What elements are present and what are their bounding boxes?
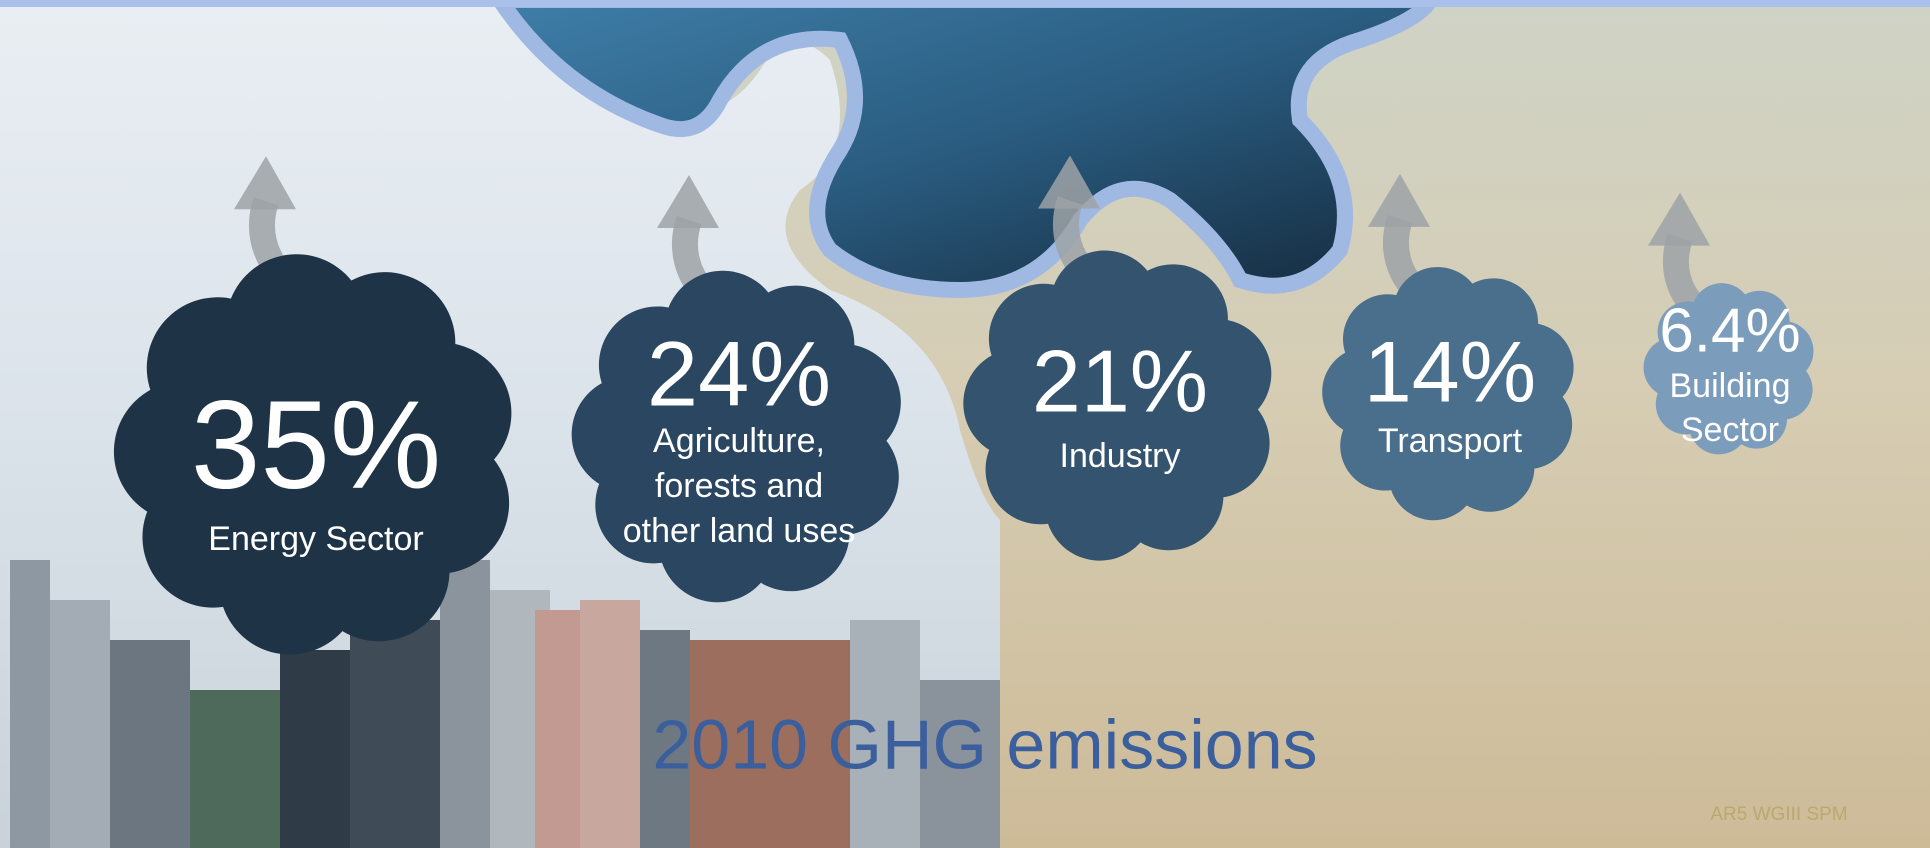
value-label: 6.4% [1659,296,1800,365]
category-label: Sector [1681,411,1779,449]
source-label: AR5 WGIII SPM [1710,804,1847,825]
category-label: Agriculture, [653,422,825,460]
category-label: Transport [1378,422,1523,460]
category-label: Energy Sector [208,520,423,558]
infographic: 35% Energy Sector 24%Agriculture, forests a… [0,0,1930,848]
chart-title: 2010 GHG emissions [652,705,1317,783]
category-label: Industry [1060,437,1181,475]
value-label: 21% [1032,331,1208,430]
category-label: forests and [655,467,823,505]
top-border [0,0,1930,7]
value-label: 35% [191,376,441,515]
category-label: Building [1670,367,1791,405]
value-label: 14% [1364,325,1536,421]
value-label: 24% [647,323,831,425]
page: {"chart_data": { "type": "bubble", "titl… [0,0,1930,848]
category-label: other land uses [623,512,856,550]
